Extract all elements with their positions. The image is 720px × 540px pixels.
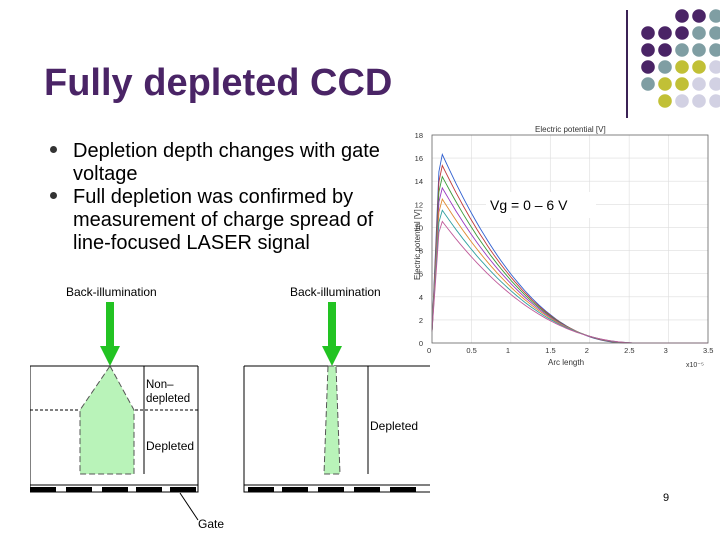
- x-tick-label: 0: [427, 346, 431, 355]
- decor-dot: [709, 26, 720, 40]
- decor-dot: [692, 43, 706, 57]
- decor-dot: [658, 43, 672, 57]
- chart-x-exponent: x10⁻⁵: [686, 362, 704, 369]
- depletion-diagram: Back-illumination Back-illumination Non–…: [30, 285, 430, 531]
- left-device: Non– depleted Depleted: [30, 365, 199, 493]
- decor-dot: [641, 43, 655, 57]
- decor-dot: [658, 77, 672, 91]
- decor-dot: [675, 60, 689, 74]
- bullet-item: Full depletion was confirmed by measurem…: [50, 186, 390, 255]
- bullet-item: Depletion depth changes with gate voltag…: [50, 140, 390, 186]
- gate-bar: [318, 487, 344, 492]
- left-light-arrow: [100, 302, 120, 366]
- gate-bar: [354, 487, 380, 492]
- gate-pointer: [179, 492, 199, 521]
- gate-bar: [66, 487, 92, 492]
- x-tick-label: 2.5: [624, 346, 634, 355]
- x-tick-label: 3: [664, 346, 668, 355]
- right-illumination-label: Back-illumination: [290, 285, 381, 299]
- decor-dot: [709, 77, 720, 91]
- chart-annotation: Vg = 0 – 6 V: [490, 197, 568, 213]
- y-tick-label: 8: [419, 247, 423, 256]
- gate-bar: [390, 487, 416, 492]
- depleted-label: Depleted: [146, 439, 194, 453]
- decor-dot: [641, 60, 655, 74]
- x-tick-label: 2: [585, 346, 589, 355]
- decor-dot: [658, 60, 672, 74]
- decor-dot: [675, 26, 689, 40]
- gate-bar: [102, 487, 128, 492]
- decor-dot: [709, 94, 720, 108]
- page-number: 9: [663, 492, 670, 504]
- decor-dot: [692, 26, 706, 40]
- decor-dot: [709, 43, 720, 57]
- decor-dot: [641, 26, 655, 40]
- y-tick-label: 16: [415, 154, 423, 163]
- decor-dot: [692, 9, 706, 23]
- x-tick-label: 0.5: [466, 346, 476, 355]
- left-illumination-label: Back-illumination: [66, 285, 157, 299]
- slide-title: Fully depleted CCD: [44, 62, 393, 104]
- decor-dot: [675, 9, 689, 23]
- y-tick-label: 18: [415, 131, 423, 140]
- y-tick-label: 10: [415, 223, 423, 232]
- decor-dot: [692, 77, 706, 91]
- gate-electrodes: [30, 487, 416, 492]
- decor-dot: [675, 43, 689, 57]
- right-light-arrow: [322, 302, 342, 366]
- y-tick-label: 4: [419, 293, 423, 302]
- gate-bar: [282, 487, 308, 492]
- x-tick-label: 1: [506, 346, 510, 355]
- x-tick-label: 1.5: [545, 346, 555, 355]
- decor-dot: [709, 9, 720, 23]
- gate-bar: [136, 487, 162, 492]
- decor-dot: [658, 26, 672, 40]
- right-device: Depleted: [243, 365, 430, 493]
- gate-bar: [30, 487, 56, 492]
- depleted-right-label: Depleted: [370, 419, 418, 433]
- bullet-icon: [50, 146, 57, 153]
- y-tick-label: 2: [419, 316, 423, 325]
- y-tick-label: 14: [415, 177, 423, 186]
- bullet-icon: [50, 192, 57, 199]
- gate-label: Gate: [198, 517, 224, 531]
- decor-dot: [709, 60, 720, 74]
- decor-dot: [641, 77, 655, 91]
- chart-title: Electric potential [V]: [535, 125, 606, 134]
- chart-xlabel: Arc length: [548, 358, 584, 367]
- y-tick-label: 6: [419, 270, 423, 279]
- bullet-list: Depletion depth changes with gate voltag…: [50, 140, 390, 255]
- decor-dot: [692, 60, 706, 74]
- decor-dot: [675, 94, 689, 108]
- bullet-text: Full depletion was confirmed by measurem…: [73, 186, 374, 254]
- chart-ylabel: Electric potential [V]: [413, 209, 422, 280]
- decorative-divider: [626, 10, 628, 122]
- gate-bar: [170, 487, 196, 492]
- bullet-text: Depletion depth changes with gate voltag…: [73, 140, 380, 185]
- non-depleted-label: Non– depleted: [146, 379, 190, 405]
- decor-dot: [675, 77, 689, 91]
- decor-dot: [692, 94, 706, 108]
- decor-dot: [658, 94, 672, 108]
- gate-bar: [248, 487, 274, 492]
- electric-potential-chart: Electric potential [V] Electric potentia…: [400, 118, 720, 376]
- y-tick-label: 12: [415, 200, 423, 209]
- x-tick-label: 3.5: [703, 346, 713, 355]
- y-tick-label: 0: [419, 339, 423, 348]
